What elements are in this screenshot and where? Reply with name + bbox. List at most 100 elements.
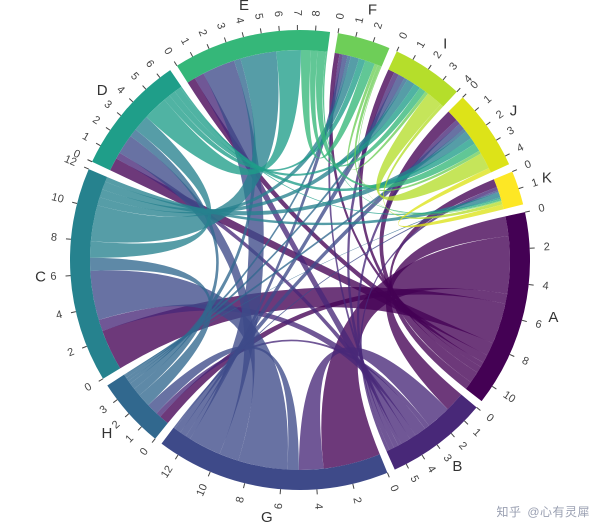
tick-I-3	[443, 76, 446, 80]
tick-J-3	[496, 138, 500, 141]
tick-J-0	[463, 94, 467, 98]
group-label-B: B	[452, 458, 462, 475]
tick-A-6	[522, 320, 527, 321]
tick-label-B-1: 1	[470, 426, 483, 439]
tick-label-F-1: 1	[353, 16, 366, 25]
tick-B-2	[451, 433, 454, 437]
tick-label-D-2: 2	[90, 114, 102, 127]
group-label-G: G	[261, 509, 273, 526]
tick-F-2	[373, 37, 375, 42]
tick-A-0	[525, 211, 530, 212]
tick-J-4	[505, 154, 509, 156]
tick-label-K-0: 0	[523, 158, 533, 171]
tick-label-I-0: 0	[397, 31, 410, 42]
tick-J-1	[475, 107, 479, 110]
tick-K-1	[519, 187, 524, 189]
tick-label-E-8: 8	[310, 10, 322, 17]
tick-H-3	[113, 400, 117, 403]
tick-label-I-3: 3	[447, 60, 460, 72]
tick-label-J-4: 4	[515, 142, 526, 155]
tick-label-E-7: 7	[291, 10, 303, 16]
tick-F-0	[338, 28, 339, 33]
watermark-site: 知乎	[496, 505, 521, 519]
tick-label-A-4: 4	[542, 280, 549, 293]
tick-C-0	[99, 379, 103, 382]
tick-D-1	[96, 143, 100, 145]
tick-label-D-6: 6	[143, 58, 156, 70]
tick-label-E-0: 0	[161, 45, 174, 57]
tick-label-F-0: 0	[334, 12, 347, 20]
tick-label-B-0: 0	[484, 412, 496, 425]
tick-label-D-0: 0	[71, 148, 82, 161]
tick-A-10	[492, 386, 496, 389]
tick-B-4	[422, 455, 425, 459]
tick-label-K-1: 1	[530, 177, 540, 190]
tick-label-E-4: 4	[233, 16, 246, 25]
tick-G-0	[387, 473, 389, 478]
tick-label-J-1: 1	[482, 93, 494, 106]
tick-label-F-2: 2	[372, 21, 385, 31]
group-label-K: K	[542, 169, 552, 186]
tick-label-H-0: 0	[138, 446, 151, 458]
tick-D-2	[106, 127, 110, 130]
tick-C-4	[71, 312, 76, 313]
tick-C-12	[84, 167, 89, 169]
tick-label-D-4: 4	[114, 84, 127, 97]
tick-E-3	[224, 37, 226, 42]
tick-label-I-1: 1	[415, 39, 428, 50]
tick-G-12	[175, 455, 178, 459]
tick-label-D-3: 3	[102, 98, 114, 111]
tick-label-H-1: 1	[123, 433, 136, 446]
tick-C-2	[82, 346, 87, 348]
tick-label-G-12: 12	[159, 464, 176, 481]
tick-J-2	[486, 122, 490, 125]
tick-label-D-5: 5	[128, 70, 141, 83]
tick-I-4	[457, 88, 460, 92]
tick-label-C-0: 0	[83, 381, 94, 394]
tick-label-E-5: 5	[252, 12, 265, 20]
tick-label-B-2: 2	[456, 440, 469, 453]
tick-label-E-2: 2	[196, 28, 209, 38]
tick-G-2	[353, 484, 354, 489]
group-label-D: D	[97, 82, 108, 99]
tick-label-A-6: 6	[534, 318, 543, 331]
tick-label-H-3: 3	[98, 403, 110, 416]
tick-I-1	[413, 55, 415, 59]
tick-G-8	[244, 483, 245, 488]
tick-B-3	[437, 445, 440, 449]
group-label-F: F	[368, 1, 377, 18]
tick-H-2	[125, 414, 129, 417]
tick-D-3	[117, 112, 121, 115]
tick-E-2	[207, 44, 209, 49]
tick-label-D-1: 1	[80, 130, 91, 143]
tick-label-A-0: 0	[537, 202, 545, 215]
tick-label-C-10: 10	[50, 191, 65, 206]
tick-B-1	[464, 421, 468, 424]
tick-E-4	[242, 32, 243, 37]
tick-label-J-3: 3	[505, 124, 516, 137]
tick-label-A-10: 10	[501, 389, 518, 406]
tick-C-10	[72, 202, 77, 203]
tick-E-1	[190, 52, 192, 56]
tick-label-G-10: 10	[194, 482, 210, 498]
tick-label-J-0: 0	[468, 79, 481, 92]
tick-label-E-1: 1	[178, 36, 191, 47]
tick-H-0	[152, 439, 155, 443]
tick-label-C-2: 2	[66, 346, 76, 359]
tick-label-G-0: 0	[387, 483, 400, 493]
tick-label-G-2: 2	[350, 496, 363, 505]
tick-H-1	[138, 427, 141, 431]
group-label-H: H	[101, 425, 112, 442]
group-label-J: J	[510, 103, 518, 120]
tick-D-4	[129, 99, 133, 102]
chord-diagram: 0246810012345024681012012302468101201234…	[0, 0, 600, 526]
tick-label-E-3: 3	[214, 21, 227, 31]
tick-label-A-2: 2	[543, 241, 550, 253]
tick-label-C-4: 4	[55, 309, 64, 322]
tick-label-B-5: 5	[407, 474, 420, 485]
tick-G-10	[208, 472, 210, 477]
tick-D-6	[157, 74, 160, 78]
tick-K-0	[512, 170, 517, 172]
tick-B-0	[477, 407, 481, 410]
tick-label-G-8: 8	[234, 495, 247, 504]
